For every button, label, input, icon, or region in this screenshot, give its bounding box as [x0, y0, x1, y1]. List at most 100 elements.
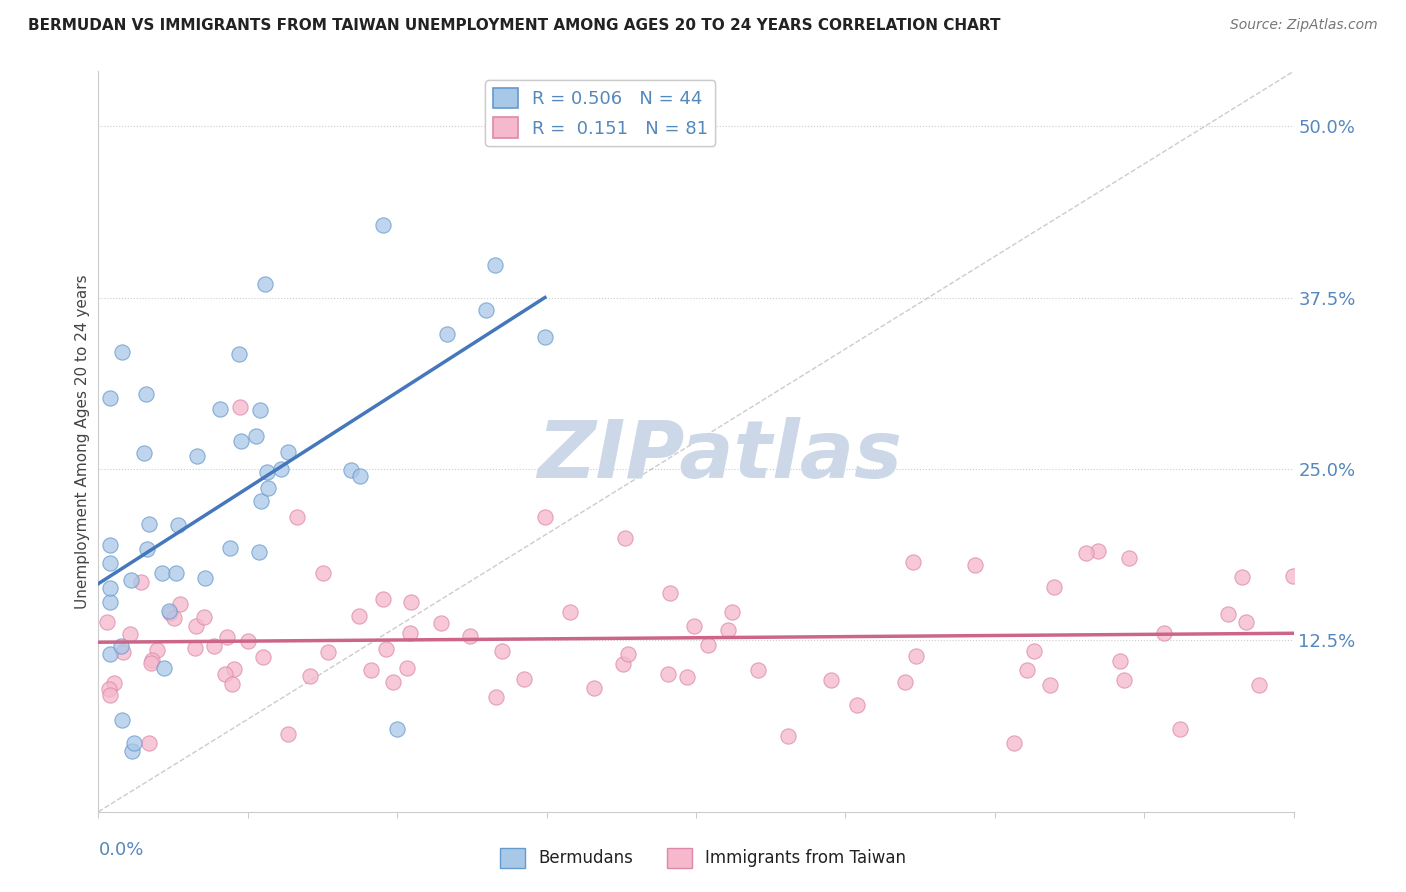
Point	[167, 517, 190, 532]
Point	[1118, 551, 1140, 566]
Point	[846, 698, 869, 713]
Point	[349, 469, 371, 483]
Point	[146, 643, 169, 657]
Point	[163, 611, 186, 625]
Point	[252, 649, 274, 664]
Text: 0.0%: 0.0%	[98, 841, 143, 859]
Point	[316, 645, 339, 659]
Point	[277, 727, 299, 741]
Point	[371, 218, 394, 232]
Point	[138, 517, 160, 532]
Point	[375, 642, 398, 657]
Point	[1087, 544, 1109, 558]
Point	[98, 595, 122, 609]
Point	[194, 571, 217, 585]
Point	[184, 641, 207, 656]
Point	[312, 566, 335, 580]
Point	[340, 463, 363, 477]
Point	[894, 675, 917, 690]
Point	[1249, 678, 1271, 692]
Point	[1232, 570, 1254, 584]
Point	[458, 629, 481, 643]
Point	[360, 663, 382, 677]
Point	[905, 648, 928, 663]
Point	[229, 434, 252, 448]
Point	[250, 494, 273, 508]
Point	[399, 626, 422, 640]
Point	[218, 541, 240, 555]
Point	[228, 347, 250, 361]
Point	[165, 566, 187, 580]
Point	[98, 647, 122, 661]
Point	[399, 595, 422, 609]
Point	[152, 566, 174, 580]
Point	[903, 555, 925, 569]
Point	[111, 713, 134, 727]
Point	[121, 743, 143, 757]
Point	[222, 662, 245, 676]
Point	[1108, 654, 1130, 668]
Point	[534, 510, 557, 524]
Point	[612, 657, 634, 672]
Point	[228, 401, 250, 415]
Point	[98, 391, 122, 405]
Point	[430, 616, 453, 631]
Point	[659, 585, 682, 599]
Point	[298, 669, 321, 683]
Text: BERMUDAN VS IMMIGRANTS FROM TAIWAN UNEMPLOYMENT AMONG AGES 20 TO 24 YEARS CORREL: BERMUDAN VS IMMIGRANTS FROM TAIWAN UNEMP…	[28, 18, 1001, 33]
Point	[285, 510, 308, 524]
Point	[256, 465, 278, 479]
Point	[96, 615, 118, 630]
Point	[682, 619, 704, 633]
Point	[111, 345, 134, 359]
Point	[221, 676, 243, 690]
Point	[676, 670, 699, 684]
Point	[98, 557, 122, 571]
Point	[1024, 644, 1046, 658]
Point	[215, 630, 238, 644]
Point	[617, 647, 640, 661]
Point	[747, 663, 769, 677]
Point	[1168, 723, 1191, 737]
Point	[110, 639, 132, 653]
Point	[373, 592, 395, 607]
Point	[97, 681, 120, 696]
Point	[484, 690, 506, 704]
Point	[717, 623, 740, 637]
Point	[135, 542, 157, 557]
Point	[558, 605, 581, 619]
Point	[1112, 673, 1135, 687]
Point	[395, 661, 418, 675]
Point	[512, 673, 534, 687]
Point	[475, 302, 498, 317]
Point	[141, 653, 163, 667]
Point	[135, 386, 157, 401]
Point	[381, 675, 404, 690]
Point	[484, 258, 506, 272]
Point	[214, 667, 236, 681]
Point	[193, 610, 215, 624]
Point	[245, 428, 267, 442]
Point	[277, 444, 299, 458]
Point	[721, 605, 744, 619]
Point	[1043, 580, 1066, 594]
Point	[186, 619, 208, 633]
Point	[1017, 663, 1039, 677]
Y-axis label: Unemployment Among Ages 20 to 24 years: Unemployment Among Ages 20 to 24 years	[75, 274, 90, 609]
Point	[208, 401, 231, 416]
Point	[186, 449, 208, 463]
Point	[1002, 736, 1025, 750]
Point	[98, 538, 122, 552]
Point	[124, 736, 146, 750]
Point	[159, 604, 181, 618]
Point	[257, 481, 280, 495]
Point	[121, 573, 143, 587]
Legend: Bermudans, Immigrants from Taiwan: Bermudans, Immigrants from Taiwan	[494, 841, 912, 875]
Point	[820, 673, 842, 688]
Point	[1282, 569, 1305, 583]
Point	[138, 736, 160, 750]
Point	[238, 633, 260, 648]
Point	[583, 681, 606, 695]
Point	[159, 606, 181, 620]
Point	[385, 723, 409, 737]
